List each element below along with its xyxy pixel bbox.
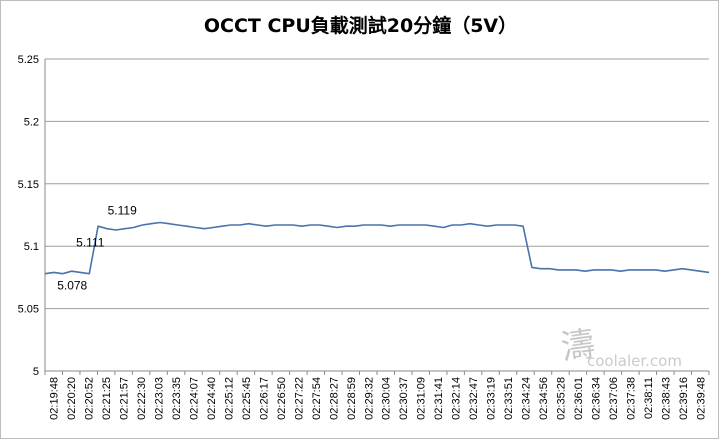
x-tick-label: 02:24:07 bbox=[189, 377, 201, 420]
x-tick-label: 02:32:14 bbox=[451, 377, 463, 420]
data-label-layer: 5.078 5.111 5.119 bbox=[57, 203, 137, 292]
x-tick-label: 02:31:09 bbox=[416, 377, 428, 420]
y-tick-label: 5.1 bbox=[24, 241, 39, 253]
x-tick-label: 02:26:50 bbox=[276, 377, 288, 420]
series-layer bbox=[44, 221, 710, 275]
y-tick-label: 5 bbox=[33, 366, 39, 378]
x-tick-label: 02:34:56 bbox=[538, 377, 550, 420]
data-label: 5.078 bbox=[57, 279, 87, 293]
x-tick-label: 02:30:04 bbox=[381, 377, 393, 420]
y-tick-label: 5.15 bbox=[18, 179, 39, 191]
x-tick-label: 02:33:19 bbox=[486, 377, 498, 420]
x-tick-label: 02:20:52 bbox=[84, 377, 96, 420]
y-tick-label: 5.25 bbox=[18, 54, 39, 66]
x-tick-label: 02:23:03 bbox=[154, 377, 166, 420]
x-tick-label: 02:39:16 bbox=[678, 377, 690, 420]
x-axis-tick-labels: 02:19:48 02:20:20 02:20:52 02:21:25 02:21:57… bbox=[49, 377, 708, 420]
y-tick-label: 5.2 bbox=[24, 116, 39, 128]
data-label: 5.111 bbox=[76, 235, 105, 249]
x-tick-label: 02:37:06 bbox=[608, 377, 620, 420]
data-label: 5.119 bbox=[108, 203, 137, 217]
x-tick-label: 02:20:20 bbox=[66, 377, 78, 420]
watermark-glyph-icon: 濤 bbox=[558, 324, 597, 368]
x-tick-label: 02:23:35 bbox=[171, 377, 183, 420]
axes bbox=[44, 59, 710, 375]
watermark-text: coolaler.com bbox=[587, 352, 682, 370]
x-tick-label: 02:25:45 bbox=[241, 377, 253, 420]
x-tick-label: 02:21:25 bbox=[101, 377, 113, 420]
x-tick-label: 02:30:37 bbox=[398, 377, 410, 420]
x-tick-label: 02:37:38 bbox=[625, 377, 637, 420]
x-tick-label: 02:19:48 bbox=[49, 377, 61, 420]
x-tick-label: 02:33:51 bbox=[503, 377, 515, 420]
x-tick-label: 02:27:22 bbox=[293, 377, 305, 420]
x-tick-label: 02:27:54 bbox=[311, 377, 323, 420]
x-tick-label: 02:28:27 bbox=[328, 377, 340, 420]
x-tick-label: 02:38:43 bbox=[660, 377, 672, 420]
x-tick-label: 02:31:41 bbox=[433, 377, 445, 420]
x-tick-label: 02:22:30 bbox=[136, 377, 148, 420]
x-tick-label: 02:24:40 bbox=[206, 377, 218, 420]
x-tick-label: 02:39:48 bbox=[695, 377, 707, 420]
x-tick-label: 02:25:12 bbox=[223, 377, 235, 420]
x-tick-label: 02:21:57 bbox=[119, 377, 131, 420]
x-tick-label: 02:38:11 bbox=[643, 377, 655, 419]
x-tick-label: 02:36:01 bbox=[573, 377, 585, 420]
y-axis-tick-labels: 5 5.05 5.1 5.15 5.2 5.25 bbox=[18, 54, 39, 378]
series-line bbox=[44, 221, 710, 275]
x-tick-label: 02:28:59 bbox=[346, 377, 358, 420]
y-tick-label: 5.05 bbox=[18, 304, 39, 316]
x-tick-label: 02:29:32 bbox=[363, 377, 375, 420]
x-tick-label: 02:32:47 bbox=[468, 377, 480, 420]
x-tick-label: 02:34:24 bbox=[521, 377, 533, 420]
x-tick-label: 02:35:28 bbox=[555, 377, 567, 420]
watermark-logo: 濤 coolaler.com bbox=[558, 324, 682, 370]
gridlines bbox=[45, 58, 709, 310]
x-tick-label: 02:26:17 bbox=[258, 377, 270, 420]
x-tick-label: 02:36:34 bbox=[590, 377, 602, 420]
chart-title: OCCT CPU負載測試20分鐘（5V） bbox=[203, 15, 518, 37]
